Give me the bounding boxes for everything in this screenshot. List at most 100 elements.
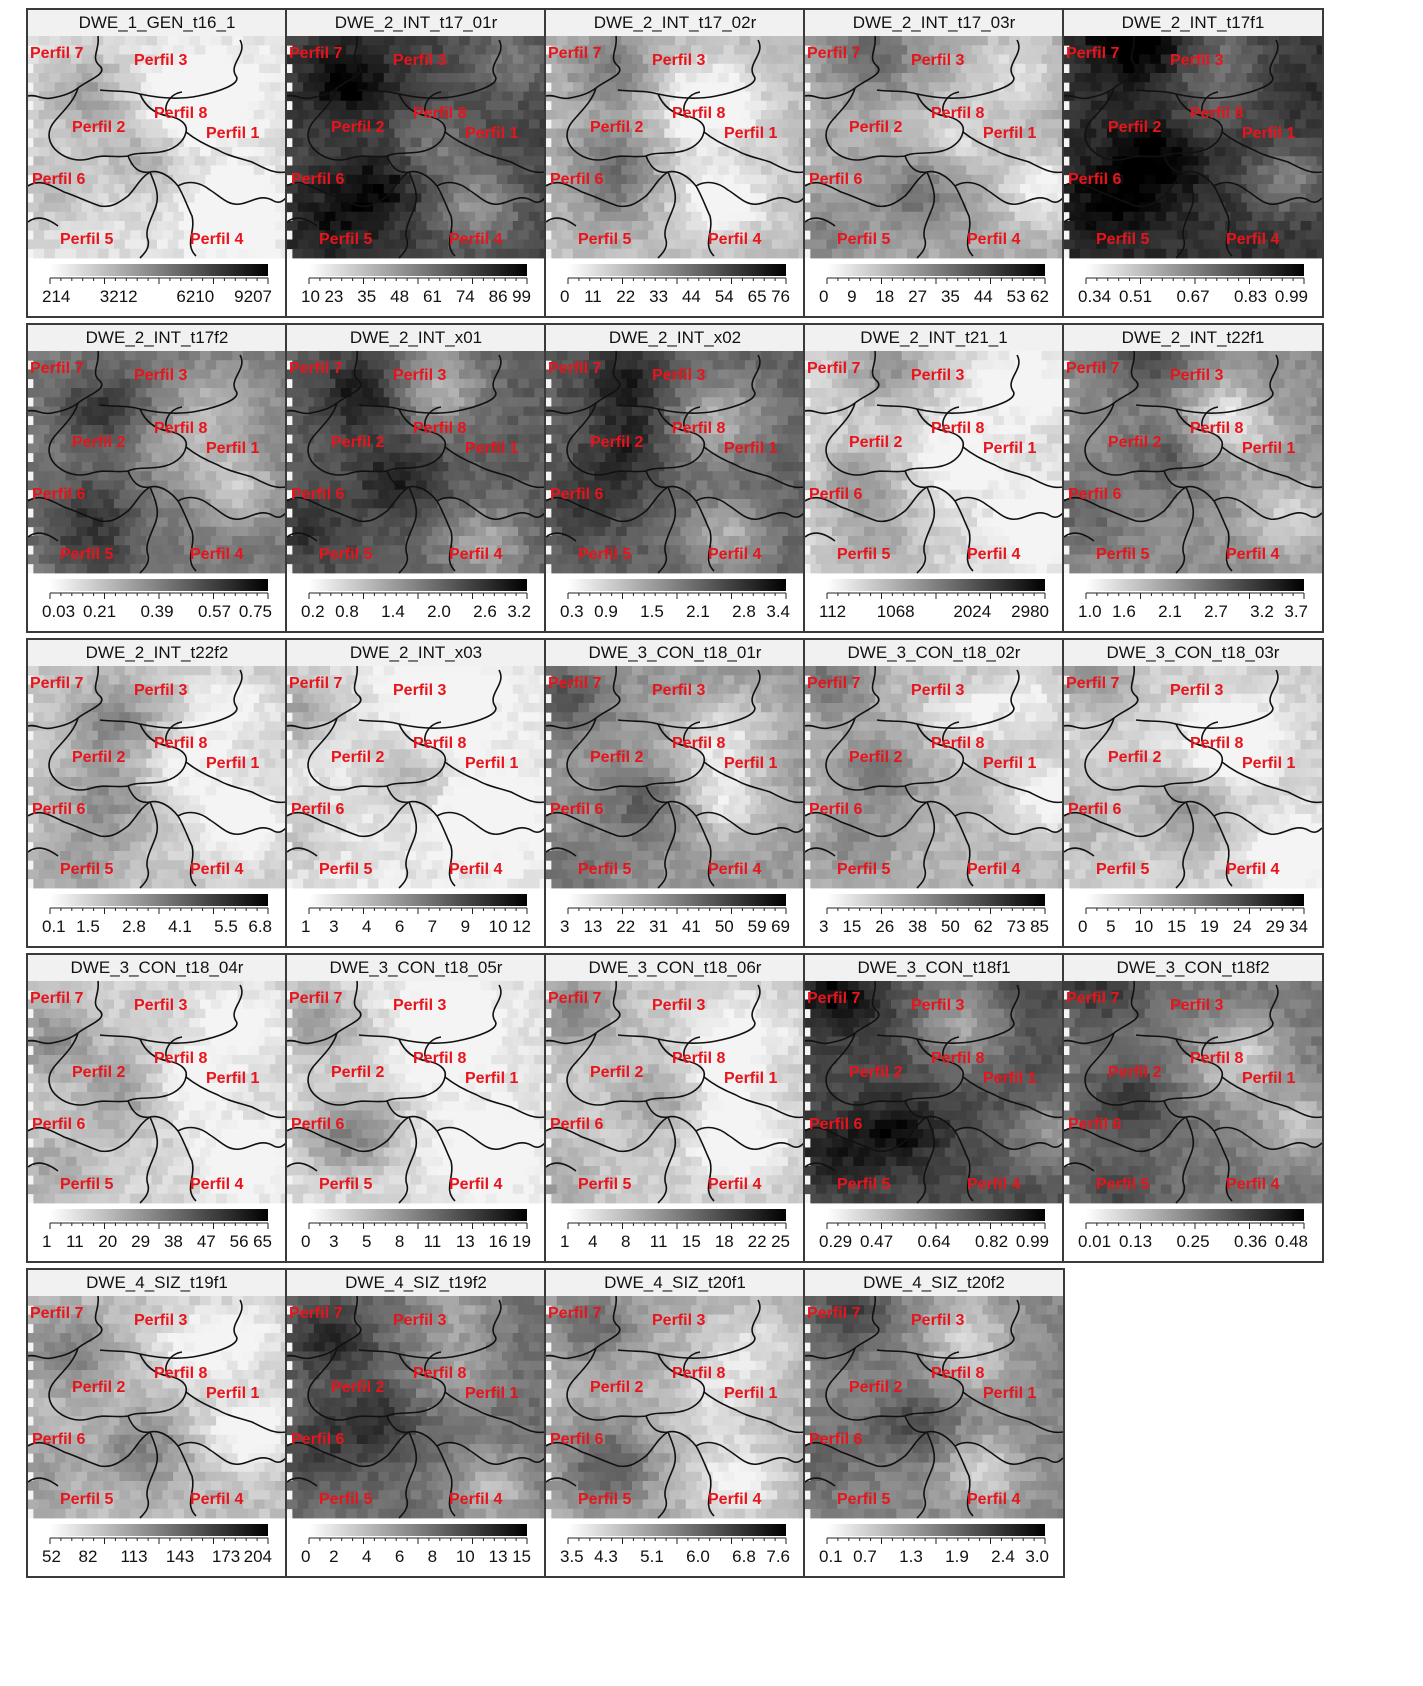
heatmap-cell — [362, 351, 374, 361]
heatmap-cell — [766, 545, 778, 555]
heatmap-cell — [637, 100, 649, 111]
heatmap-cell — [615, 415, 628, 426]
heatmap-cell — [755, 193, 767, 203]
heatmap-cell — [189, 499, 201, 509]
heatmap-cell — [955, 36, 967, 46]
heatmap-cell — [232, 184, 244, 194]
heatmap-cell — [1171, 239, 1183, 250]
heatmap-cell — [572, 526, 585, 537]
heatmap-cell — [1144, 100, 1156, 111]
heatmap-cell — [858, 221, 870, 231]
heatmap-cell — [416, 388, 428, 398]
heatmap-cell — [221, 462, 233, 472]
heatmap-cell — [1074, 91, 1086, 102]
heatmap-cell — [1279, 54, 1291, 65]
heatmap-cell — [1171, 147, 1183, 157]
heatmap-cell — [38, 165, 50, 176]
heatmap-cell — [162, 82, 174, 92]
heatmap-cell — [1284, 82, 1296, 92]
heatmap-cell — [97, 508, 110, 518]
heatmap-cell — [734, 415, 746, 426]
heatmap-cell — [335, 563, 347, 574]
heatmap-cell — [728, 425, 740, 435]
heatmap-cell — [1046, 82, 1059, 92]
heatmap-cell — [49, 499, 61, 509]
heatmap-cell — [44, 378, 56, 389]
heatmap-cell — [960, 137, 973, 148]
heatmap-cell — [648, 100, 660, 111]
heatmap-cell — [243, 54, 255, 65]
heatmap-cell — [189, 165, 201, 176]
heatmap-cell — [373, 110, 385, 120]
heatmap-cell — [1064, 202, 1076, 213]
heatmap-cell — [589, 369, 601, 380]
heatmap-cell — [491, 221, 503, 231]
heatmap-cell — [669, 378, 681, 389]
colorbar — [568, 264, 786, 276]
heatmap-cell — [562, 63, 574, 74]
profile-label: Perfil 8 — [931, 105, 984, 122]
heatmap-cell — [632, 480, 644, 491]
heatmap-cell — [1262, 248, 1275, 259]
heatmap-cell — [437, 425, 449, 435]
heatmap-cell — [528, 434, 541, 444]
heatmap-cell — [842, 230, 854, 240]
profile-boundary-line — [1064, 217, 1095, 227]
heatmap-cell — [594, 360, 606, 370]
heatmap-cell — [707, 165, 719, 176]
heatmap-cell — [308, 73, 320, 83]
heatmap-cell — [259, 397, 271, 407]
heatmap-cell — [226, 45, 239, 55]
heatmap-cell — [891, 110, 903, 120]
heatmap-cell — [92, 147, 104, 157]
heatmap-cell — [367, 193, 379, 203]
heatmap-cell — [977, 110, 989, 120]
heatmap-cell — [389, 489, 401, 500]
heatmap-cell — [718, 351, 730, 361]
heatmap-cell — [766, 119, 778, 129]
heatmap-cell — [1295, 211, 1307, 222]
heatmap-cell — [221, 36, 233, 46]
heatmap-cell — [167, 202, 179, 213]
heatmap-cell — [777, 45, 789, 55]
heatmap-cell — [87, 563, 99, 574]
heatmap-cell — [567, 36, 579, 46]
heatmap-cell — [782, 184, 794, 194]
heatmap-cell — [54, 174, 67, 185]
heatmap-cell — [432, 452, 444, 463]
heatmap-cell — [432, 360, 444, 370]
heatmap-cell — [210, 202, 222, 213]
heatmap-cell — [944, 36, 956, 46]
heatmap-cell — [642, 499, 654, 509]
heatmap-cell — [389, 434, 401, 444]
heatmap-cell — [76, 434, 88, 444]
heatmap-cell — [496, 434, 508, 444]
heatmap-cell — [194, 119, 206, 129]
heatmap-cell — [864, 82, 876, 92]
heatmap-cell — [303, 508, 315, 518]
heatmap-cell — [782, 128, 794, 139]
heatmap-cell — [275, 147, 286, 157]
heatmap-cell — [65, 434, 77, 444]
heatmap-cell — [718, 369, 730, 380]
heatmap-cell — [907, 100, 919, 111]
heatmap-cell — [308, 128, 320, 139]
heatmap-cell — [216, 526, 228, 537]
heatmap-cell — [226, 156, 239, 166]
heatmap-cell — [1246, 165, 1258, 176]
heatmap-cell — [33, 360, 45, 370]
heatmap-cell — [49, 36, 61, 46]
heatmap-cell — [960, 45, 973, 55]
heatmap-cell — [782, 536, 794, 546]
heatmap-cell — [114, 110, 126, 120]
heatmap-cell — [696, 73, 708, 83]
heatmap-cell — [502, 517, 514, 528]
heatmap-cell — [324, 156, 336, 166]
heatmap-cell — [578, 110, 590, 120]
heatmap-cell — [92, 462, 104, 472]
heatmap-cell — [653, 536, 665, 546]
heatmap-cell — [410, 100, 422, 111]
heatmap-cell — [356, 211, 369, 222]
heatmap-cell — [275, 388, 286, 398]
